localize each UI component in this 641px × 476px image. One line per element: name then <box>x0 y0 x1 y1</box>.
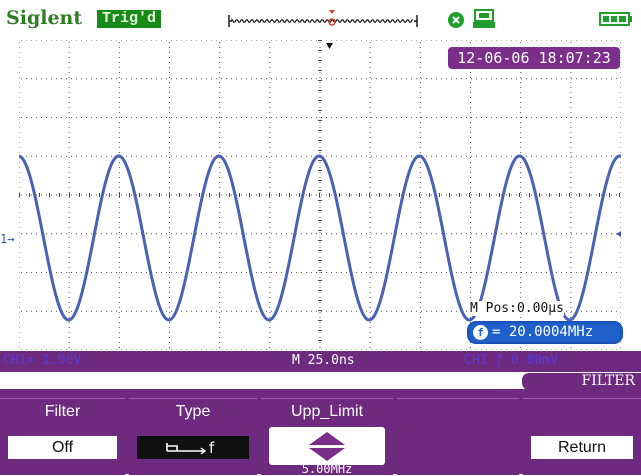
top-bar: Siglent Trig'd <box>0 0 641 40</box>
softkey-label: Upp_Limit <box>290 403 364 420</box>
adjust-knob-icon <box>269 427 385 465</box>
ch1-scale: CH1= 1.00V <box>3 353 82 368</box>
softkey-return[interactable]: Return <box>523 398 641 475</box>
softkey-filter[interactable]: Filter Off <box>0 398 125 475</box>
softkey-value: Return <box>531 436 633 459</box>
usb-icon <box>448 12 464 28</box>
softkey-type[interactable]: Type f <box>129 398 257 475</box>
memory-depth-indicator <box>228 10 418 27</box>
softkey-label: Type <box>175 403 211 420</box>
softkey-empty <box>397 398 519 475</box>
horizontal-position-readout: M Pos:0.00μs <box>470 301 564 316</box>
frequency-icon: f <box>473 325 488 340</box>
trigger-status-badge: Trig'd <box>97 10 162 28</box>
ch1-waveform <box>19 154 621 322</box>
lowpass-filter-icon: f <box>137 436 249 459</box>
ch1-position-marker[interactable]: 1→ <box>0 232 15 246</box>
trigger-readout: CH1 ƒ 0.00mV <box>464 353 558 368</box>
timebase-readout: M 25.0ns <box>292 353 355 368</box>
trigger-position-marker[interactable] <box>326 43 333 49</box>
softkey-value: Off <box>8 436 117 459</box>
battery-icon <box>599 12 632 26</box>
datetime-display: 12-06-06 18:07:23 <box>448 47 620 69</box>
menu-title-row <box>0 372 641 389</box>
softkey-value: 5.00MHz <box>301 462 353 476</box>
softkey-label: Filter <box>44 403 81 420</box>
waveform-display[interactable] <box>19 40 621 350</box>
svg-text:f: f <box>209 439 215 457</box>
frequency-value: = 20.0004MHz <box>492 324 594 340</box>
frequency-counter: f = 20.0004MHz <box>467 321 623 344</box>
printer-icon <box>473 9 495 28</box>
trigger-level-marker[interactable] <box>616 230 621 238</box>
status-bar: CH1= 1.00V M 25.0ns CH1 ƒ 0.00mV <box>0 351 641 372</box>
softkey-upp-limit[interactable]: Upp_Limit 5.00MHz <box>261 398 393 476</box>
brand-logo: Siglent <box>6 7 83 29</box>
menu-title: FILTER <box>522 373 641 390</box>
